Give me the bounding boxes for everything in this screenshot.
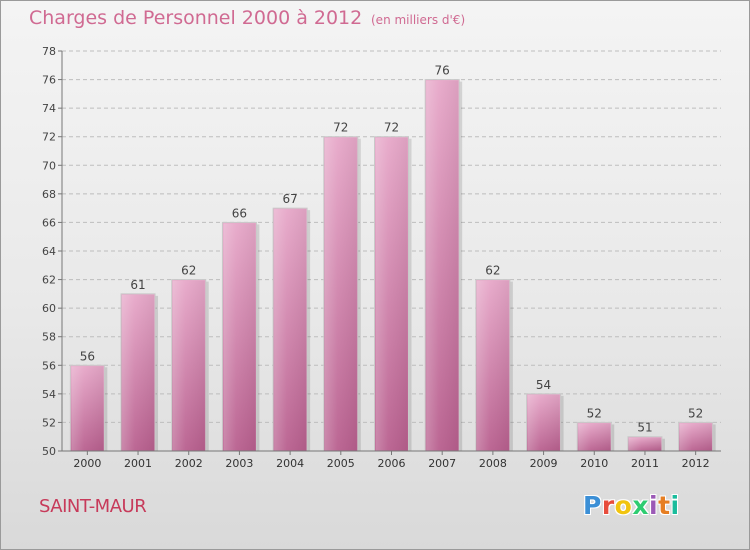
x-tick-label: 2002 — [175, 457, 203, 470]
bar-highlight — [527, 394, 560, 451]
bar-highlight — [679, 423, 712, 451]
y-tick-label: 72 — [42, 131, 56, 144]
y-tick-label: 58 — [42, 331, 56, 344]
data-label-2003: 66 — [232, 206, 247, 220]
bar-highlight — [426, 80, 459, 452]
x-tick-label: 2011 — [631, 457, 659, 470]
y-tick-label: 60 — [42, 302, 56, 315]
bar-highlight — [628, 437, 661, 451]
data-label-2006: 72 — [384, 121, 399, 135]
bar-highlight — [274, 209, 307, 451]
data-label-2009: 54 — [536, 378, 551, 392]
y-tick-label: 62 — [42, 274, 56, 287]
x-tick-label: 2000 — [73, 457, 101, 470]
data-label-2004: 67 — [282, 192, 297, 206]
bar-highlight — [375, 137, 408, 451]
commune-name: SAINT-MAUR — [39, 496, 147, 517]
bar-highlight — [71, 366, 104, 451]
x-tick-label: 2012 — [682, 457, 710, 470]
y-tick-label: 54 — [42, 388, 56, 401]
x-tick-label: 2006 — [378, 457, 406, 470]
bar-highlight — [324, 137, 357, 451]
x-tick-label: 2008 — [479, 457, 507, 470]
chart-title: Charges de Personnel 2000 à 2012 — [29, 7, 363, 29]
y-tick-label: 64 — [42, 245, 56, 258]
data-label-2007: 76 — [435, 64, 450, 78]
y-tick-label: 56 — [42, 359, 56, 372]
data-label-2002: 62 — [181, 264, 196, 278]
data-label-2000: 56 — [80, 349, 95, 363]
bar-highlight — [476, 280, 509, 451]
y-tick-label: 50 — [42, 445, 56, 458]
y-tick-label: 52 — [42, 416, 56, 429]
x-tick-label: 2005 — [327, 457, 355, 470]
y-tick-label: 76 — [42, 74, 56, 87]
x-tick-label: 2009 — [530, 457, 558, 470]
x-tick-label: 2003 — [225, 457, 253, 470]
y-tick-label: 66 — [42, 216, 56, 229]
bar-highlight — [122, 294, 155, 451]
data-label-2008: 62 — [485, 264, 500, 278]
bar-highlight — [578, 423, 611, 451]
data-label-2012: 52 — [688, 406, 703, 420]
y-tick-label: 68 — [42, 188, 56, 201]
y-tick-label: 78 — [42, 45, 56, 58]
proxiti-logo: Proxiti — [583, 491, 680, 520]
x-tick-label: 2004 — [276, 457, 304, 470]
x-tick-label: 2010 — [580, 457, 608, 470]
y-tick-label: 74 — [42, 102, 56, 115]
bar-highlight — [223, 223, 256, 451]
data-label-2011: 51 — [637, 421, 652, 435]
data-label-2010: 52 — [587, 406, 602, 420]
data-label-2005: 72 — [333, 121, 348, 135]
y-tick-label: 70 — [42, 159, 56, 172]
data-label-2001: 61 — [130, 278, 145, 292]
x-tick-label: 2001 — [124, 457, 152, 470]
x-tick-label: 2007 — [428, 457, 456, 470]
chart-subtitle: (en milliers d'€) — [371, 13, 466, 27]
bar-highlight — [172, 280, 205, 451]
